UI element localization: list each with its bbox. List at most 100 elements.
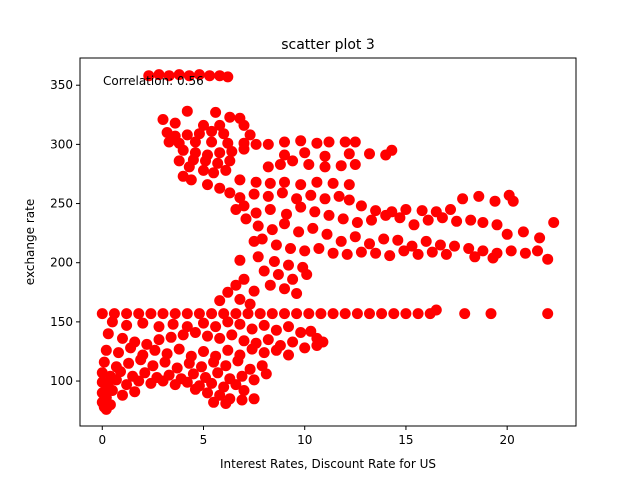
data-point bbox=[501, 228, 513, 240]
data-point bbox=[246, 323, 258, 335]
data-point bbox=[264, 204, 276, 215]
x-tick-label: 0 bbox=[98, 433, 106, 447]
data-point bbox=[272, 269, 284, 280]
data-point bbox=[519, 247, 531, 259]
data-point bbox=[218, 381, 230, 393]
data-point bbox=[380, 209, 392, 221]
data-point bbox=[349, 159, 361, 170]
data-point bbox=[244, 298, 256, 310]
data-point bbox=[234, 192, 246, 204]
data-point bbox=[408, 219, 420, 231]
data-point bbox=[214, 70, 226, 82]
data-point bbox=[113, 347, 124, 359]
data-point bbox=[200, 155, 211, 167]
data-point bbox=[198, 119, 209, 131]
data-point bbox=[283, 321, 294, 333]
data-point bbox=[143, 70, 155, 82]
data-point bbox=[214, 332, 226, 344]
data-point bbox=[299, 245, 311, 257]
y-tick-label: 150 bbox=[50, 315, 73, 329]
data-point bbox=[465, 214, 477, 226]
data-point bbox=[256, 360, 268, 372]
data-point bbox=[214, 119, 226, 131]
data-point bbox=[202, 179, 213, 191]
data-point bbox=[349, 231, 361, 243]
data-point bbox=[169, 117, 181, 129]
data-point bbox=[384, 250, 396, 262]
data-point bbox=[355, 200, 367, 212]
data-point bbox=[266, 308, 278, 320]
data-point bbox=[436, 212, 448, 224]
data-point bbox=[333, 190, 345, 202]
data-point bbox=[238, 273, 250, 285]
data-point bbox=[335, 160, 347, 172]
data-point bbox=[341, 248, 353, 260]
x-axis: 0 5 10 15 20 bbox=[98, 426, 515, 447]
y-axis: 100 150 200 250 300 350 bbox=[50, 78, 80, 388]
data-point bbox=[343, 148, 355, 160]
data-point bbox=[149, 344, 161, 356]
data-point bbox=[485, 308, 497, 320]
data-point bbox=[321, 228, 333, 240]
data-point bbox=[279, 308, 290, 320]
data-point bbox=[212, 157, 224, 169]
data-point bbox=[532, 245, 543, 257]
data-point bbox=[426, 246, 438, 258]
data-point bbox=[139, 367, 151, 379]
points-layer bbox=[96, 69, 560, 415]
data-point bbox=[238, 385, 250, 396]
data-point bbox=[173, 155, 185, 167]
data-point bbox=[226, 329, 238, 341]
x-axis-label: Interest Rates, Discount Rate for US bbox=[220, 457, 436, 471]
data-point bbox=[319, 193, 331, 205]
data-point bbox=[311, 176, 323, 188]
data-point bbox=[218, 128, 230, 140]
data-point bbox=[222, 344, 234, 356]
data-point bbox=[285, 243, 296, 254]
data-point bbox=[279, 149, 290, 161]
data-point bbox=[264, 279, 276, 291]
data-point bbox=[295, 135, 307, 147]
data-point bbox=[163, 70, 175, 82]
x-tick-label: 15 bbox=[398, 433, 413, 447]
data-point bbox=[398, 245, 410, 257]
data-point bbox=[262, 161, 274, 173]
data-point bbox=[491, 219, 503, 231]
data-point bbox=[281, 208, 292, 220]
data-point bbox=[165, 331, 177, 343]
data-point bbox=[234, 254, 246, 266]
data-point bbox=[110, 374, 122, 386]
data-point bbox=[222, 71, 234, 83]
data-point bbox=[463, 243, 475, 254]
data-point bbox=[100, 344, 112, 356]
data-point bbox=[279, 283, 290, 295]
data-point bbox=[355, 246, 367, 258]
y-tick-label: 250 bbox=[50, 197, 73, 211]
data-point bbox=[287, 273, 299, 285]
data-point bbox=[264, 177, 276, 189]
data-point bbox=[129, 386, 141, 398]
data-point bbox=[335, 235, 347, 247]
data-point bbox=[283, 349, 294, 361]
data-point bbox=[224, 155, 236, 167]
data-point bbox=[238, 143, 250, 155]
data-point bbox=[226, 146, 238, 157]
data-point bbox=[291, 193, 303, 205]
data-point bbox=[183, 161, 195, 173]
data-point bbox=[163, 136, 175, 148]
data-point bbox=[315, 308, 327, 320]
data-point bbox=[270, 344, 282, 356]
data-point bbox=[234, 293, 246, 305]
data-point bbox=[121, 308, 133, 320]
data-point bbox=[445, 204, 456, 215]
data-point bbox=[291, 308, 303, 320]
data-point bbox=[364, 148, 375, 160]
data-point bbox=[193, 128, 205, 140]
data-point bbox=[323, 209, 335, 221]
data-point bbox=[187, 368, 199, 380]
data-point bbox=[224, 111, 236, 123]
data-point bbox=[220, 360, 232, 372]
data-point bbox=[189, 383, 201, 395]
data-point bbox=[181, 321, 193, 333]
data-point bbox=[254, 308, 266, 320]
